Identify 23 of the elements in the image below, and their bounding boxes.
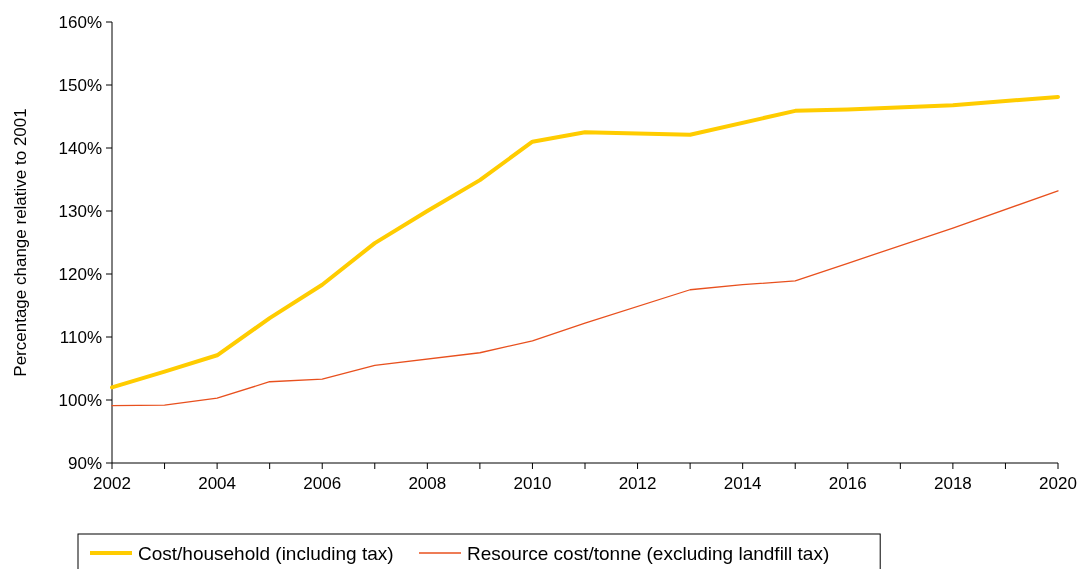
y-axis-title: Percentage change relative to 2001 [11,108,30,377]
y-tick-label: 90% [67,453,102,473]
x-tick-label: 2004 [198,474,237,493]
y-tick-label: 140% [58,138,102,158]
y-tick-label: 130% [58,201,102,221]
x-tick-label: 2010 [513,474,552,493]
line-series [110,94,1060,390]
x-tick-label: 2002 [93,474,131,493]
legend-label: Cost/household (including tax) [138,543,394,564]
line-series [111,190,1059,407]
y-tick-label: 110% [59,327,102,347]
x-tick-label: 2012 [618,474,657,493]
y-tick-label: 150% [58,75,102,95]
y-tick-label: 160% [58,12,102,32]
y-tick-label: 120% [58,264,102,284]
x-tick-label: 2008 [408,474,447,493]
x-tick-label: 2018 [933,474,972,493]
legend-label: Resource cost/tonne (excluding landfill tax) [467,543,830,564]
x-tick-label: 2016 [828,474,867,493]
y-tick-label: 100% [58,390,102,410]
x-tick-label: 2006 [303,474,342,493]
x-tick-label: 2014 [723,474,762,493]
x-tick-label: 2020 [1039,474,1077,493]
